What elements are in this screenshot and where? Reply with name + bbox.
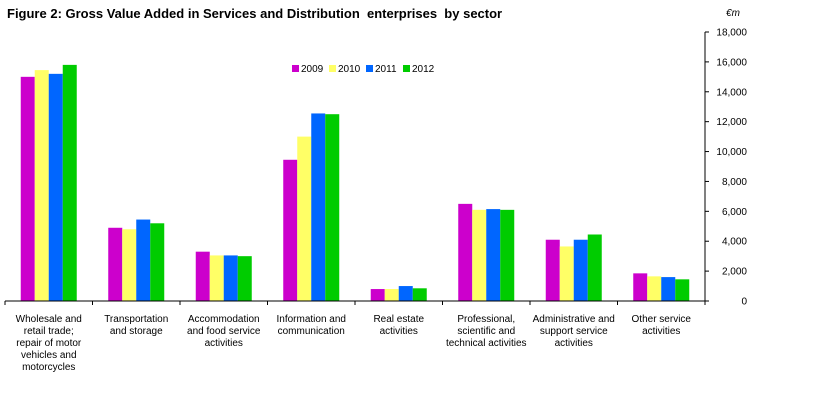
y-tick-label: 6,000 [722,207,747,218]
bar-2009-cat-0 [20,76,35,301]
bar-2010-cat-7 [647,276,662,301]
category-label: Other service activities [632,314,692,337]
y-tick-label: 14,000 [716,87,747,98]
bar-2011-cat-5 [486,209,501,301]
y-tick-label: 10,000 [716,147,747,158]
y-tick-label: 8,000 [722,177,747,188]
bar-2010-cat-6 [559,246,574,301]
bar-2012-cat-6 [587,234,602,301]
category-label: Accommodation and food service activities [187,314,261,349]
legend-swatch-2011 [366,65,373,72]
bar-2012-cat-0 [62,64,77,301]
bar-2011-cat-3 [311,113,326,301]
bar-2012-cat-3 [325,114,340,301]
legend: 2009 2010 2011 2012 [292,64,435,75]
legend-label-2010: 2010 [338,64,361,75]
bar-2009-cat-1 [108,227,123,301]
legend-swatch-2009 [292,65,299,72]
category-label: Information and communication [277,314,347,337]
bar-2012-cat-7 [675,279,690,301]
bar-2012-cat-1 [150,223,165,301]
bar-2011-cat-2 [223,255,238,301]
category-label: Real estate activities [373,314,424,337]
bar-2011-cat-6 [573,239,588,301]
category-label: Transportation and storage [104,314,168,337]
bar-2011-cat-0 [48,73,63,301]
legend-swatch-2012 [403,65,410,72]
category-label: Administrative and support service activit… [533,314,615,349]
category-label: Wholesale and retail trade; repair of moto… [16,314,82,373]
y-tick-label: 18,000 [716,28,747,39]
bar-2010-cat-1 [122,229,137,301]
labels-layer: 0 2,000 4,000 6,000 8,000 10,000 12,000 14,000 1… [16,8,748,373]
legend-label-2011: 2011 [375,64,397,75]
y-tick-label: 2,000 [722,267,747,278]
bar-2012-cat-4 [412,288,427,301]
bar-2009-cat-6 [545,239,560,301]
bar-2009-cat-4 [370,289,385,301]
bar-2010-cat-3 [297,136,312,301]
category-label: Professional, scientific and technical act… [446,314,527,349]
y-tick-label: 4,000 [722,237,747,248]
bars-layer [20,64,690,301]
bar-2009-cat-5 [458,203,473,301]
bar-2012-cat-5 [500,209,515,301]
legend-label-2009: 2009 [301,64,324,75]
bar-2010-cat-4 [384,289,399,301]
chart-title: Figure 2: Gross Value Added in Services … [7,6,503,21]
bar-2009-cat-7 [633,273,648,301]
bar-2011-cat-4 [398,286,413,301]
y-tick-label: 0 [741,297,747,308]
y-tick-label: 12,000 [716,117,747,128]
legend-label-2012: 2012 [412,64,435,75]
bar-2010-cat-5 [472,209,487,301]
bar-2011-cat-7 [661,277,676,301]
bar-2010-cat-2 [209,255,224,301]
bar-2010-cat-0 [34,70,49,301]
bar-2009-cat-3 [283,159,298,301]
y-unit-label: €m [726,8,740,19]
y-tick-label: 16,000 [716,57,747,68]
legend-swatch-2010 [329,65,336,72]
bar-2011-cat-1 [136,219,151,301]
axis-layer [4,31,709,305]
bar-2012-cat-2 [237,256,252,301]
bar-2009-cat-2 [195,251,210,301]
